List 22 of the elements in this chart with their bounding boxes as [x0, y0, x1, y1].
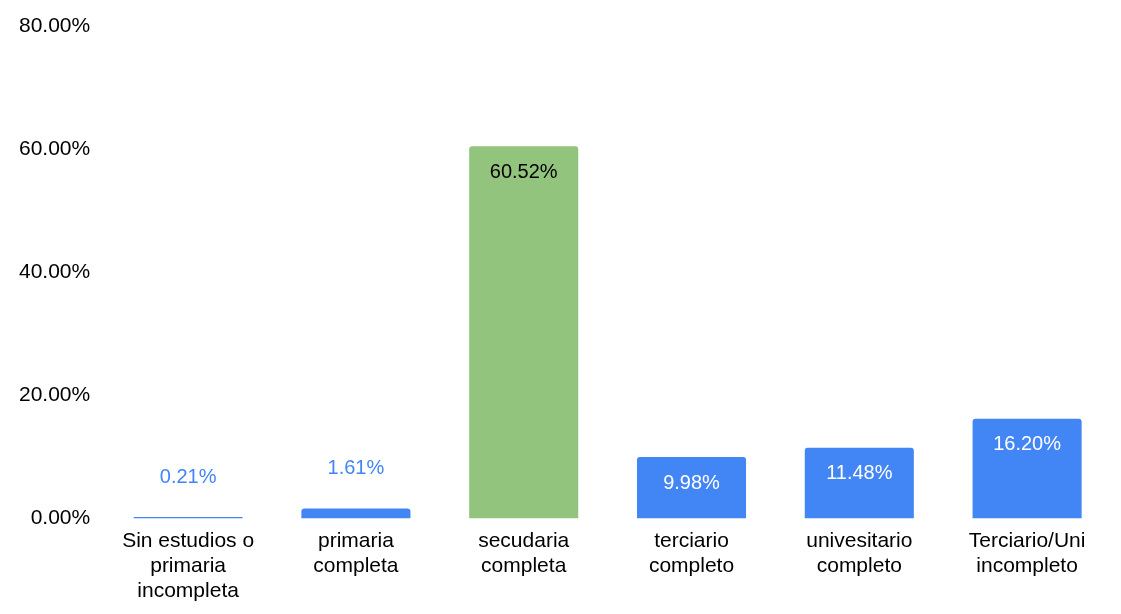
- y-tick-label: 40.00%: [18, 259, 91, 283]
- bar: [469, 146, 579, 519]
- bar: [972, 418, 1082, 519]
- bar: [804, 447, 914, 519]
- x-tick-label: secudaria completa: [478, 527, 570, 576]
- data-label: 1.61%: [327, 456, 385, 479]
- y-tick-label: 80.00%: [18, 13, 91, 37]
- y-tick-label: 60.00%: [18, 136, 91, 160]
- bar: [636, 457, 747, 519]
- y-tick-label: 0.00%: [30, 505, 91, 529]
- data-label: 9.98%: [663, 470, 721, 493]
- data-label: 11.48%: [826, 461, 893, 484]
- x-tick-label: primaria completa: [313, 527, 399, 576]
- y-tick-label: 20.00%: [18, 382, 91, 406]
- data-label: 60.52%: [489, 159, 558, 182]
- x-tick-label: terciario completo: [648, 527, 735, 576]
- x-tick-label: Sin estudios o primaria incompleta: [122, 527, 255, 602]
- data-label: 0.21%: [159, 464, 217, 487]
- x-tick-label: Terciario/Uni incompleto: [968, 527, 1086, 576]
- bar: [301, 508, 411, 519]
- x-tick-label: univesitario completo: [806, 527, 913, 576]
- data-label: 16.20%: [993, 432, 1062, 455]
